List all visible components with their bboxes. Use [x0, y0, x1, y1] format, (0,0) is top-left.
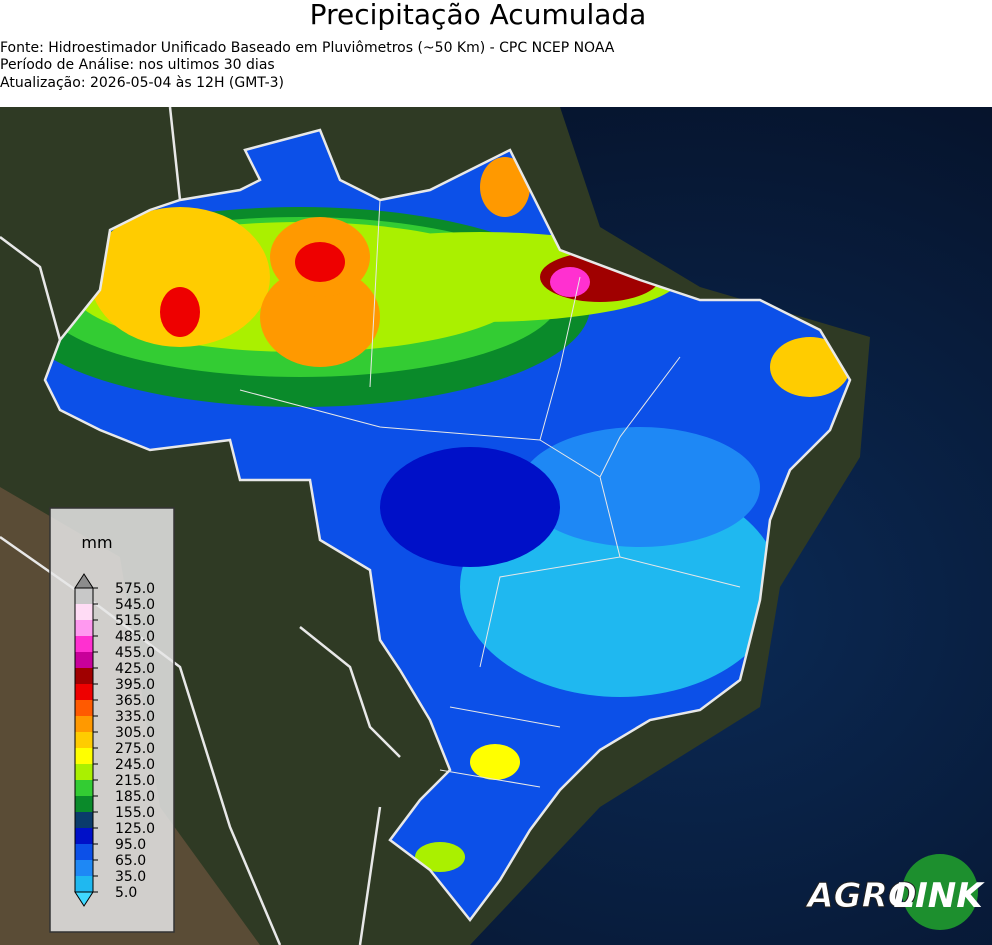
- borders: [0, 107, 852, 945]
- colorbar-tick-label: 515.0: [115, 613, 155, 629]
- colorbar-segment: [75, 716, 93, 732]
- logo: AGRO LINK: [804, 854, 985, 930]
- colorbar-tick-label: 485.0: [115, 629, 155, 645]
- colorbar-segment: [75, 636, 93, 652]
- colorbar-tick-label: 5.0: [115, 885, 137, 901]
- colorbar-segment: [75, 620, 93, 636]
- colorbar-tick-label: 395.0: [115, 677, 155, 693]
- title: Precipitação Acumulada: [309, 0, 647, 31]
- colorbar-tick-label: 575.0: [115, 581, 155, 597]
- colorbar-segment: [75, 796, 93, 812]
- legend-unit: mm: [81, 533, 112, 552]
- update-line: Atualização: 2026-05-04 às 12H (GMT-3): [0, 75, 284, 91]
- colorbar-tick-label: 425.0: [115, 661, 155, 677]
- colorbar-tick-label: 305.0: [115, 725, 155, 741]
- colorbar-segment: [75, 780, 93, 796]
- colorbar-segment: [75, 588, 93, 604]
- colorbar-tick-label: 155.0: [115, 805, 155, 821]
- colorbar-tick-label: 125.0: [115, 821, 155, 837]
- colorbar-segment: [75, 828, 93, 844]
- colorbar-segment: [75, 748, 93, 764]
- colorbar-frame: [74, 587, 94, 893]
- colorbar-tick-label: 545.0: [115, 597, 155, 613]
- colorbar-tick-label: 335.0: [115, 709, 155, 725]
- colorbar-tick-label: 245.0: [115, 757, 155, 773]
- colorbar-segment: [75, 812, 93, 828]
- colorbar-segment: [75, 876, 93, 892]
- logo-right: LINK: [893, 876, 985, 916]
- colorbar-tick-label: 35.0: [115, 869, 146, 885]
- colorbar-segment: [75, 668, 93, 684]
- colorbar-tick-label: 275.0: [115, 741, 155, 757]
- colorbar-tick-label: 365.0: [115, 693, 155, 709]
- colorbar-segment: [75, 652, 93, 668]
- colorbar-tick-label: 455.0: [115, 645, 155, 661]
- colorbar-segment: [75, 844, 93, 860]
- colorbar-segment: [75, 604, 93, 620]
- colorbar-segment: [75, 764, 93, 780]
- colorbar-segment: [75, 700, 93, 716]
- logo-left: AGRO: [804, 876, 916, 916]
- map: mm 5.035.065.095.0125.0155.0185.0215.024…: [0, 107, 992, 945]
- colorbar-tick-label: 185.0: [115, 789, 155, 805]
- colorbar-segment: [75, 732, 93, 748]
- colorbar-segment: [75, 684, 93, 700]
- source-line: Fonte: Hidroestimador Unificado Baseado …: [0, 40, 615, 56]
- colorbar-segment: [75, 860, 93, 876]
- colorbar-tick-label: 95.0: [115, 837, 146, 853]
- state-borders: [239, 199, 741, 788]
- colorbar-tick-label: 65.0: [115, 853, 146, 869]
- legend-box: mm: [49, 507, 175, 933]
- period-line: Período de Análise: nos ultimos 30 dias: [0, 57, 275, 73]
- colorbar-tick-label: 215.0: [115, 773, 155, 789]
